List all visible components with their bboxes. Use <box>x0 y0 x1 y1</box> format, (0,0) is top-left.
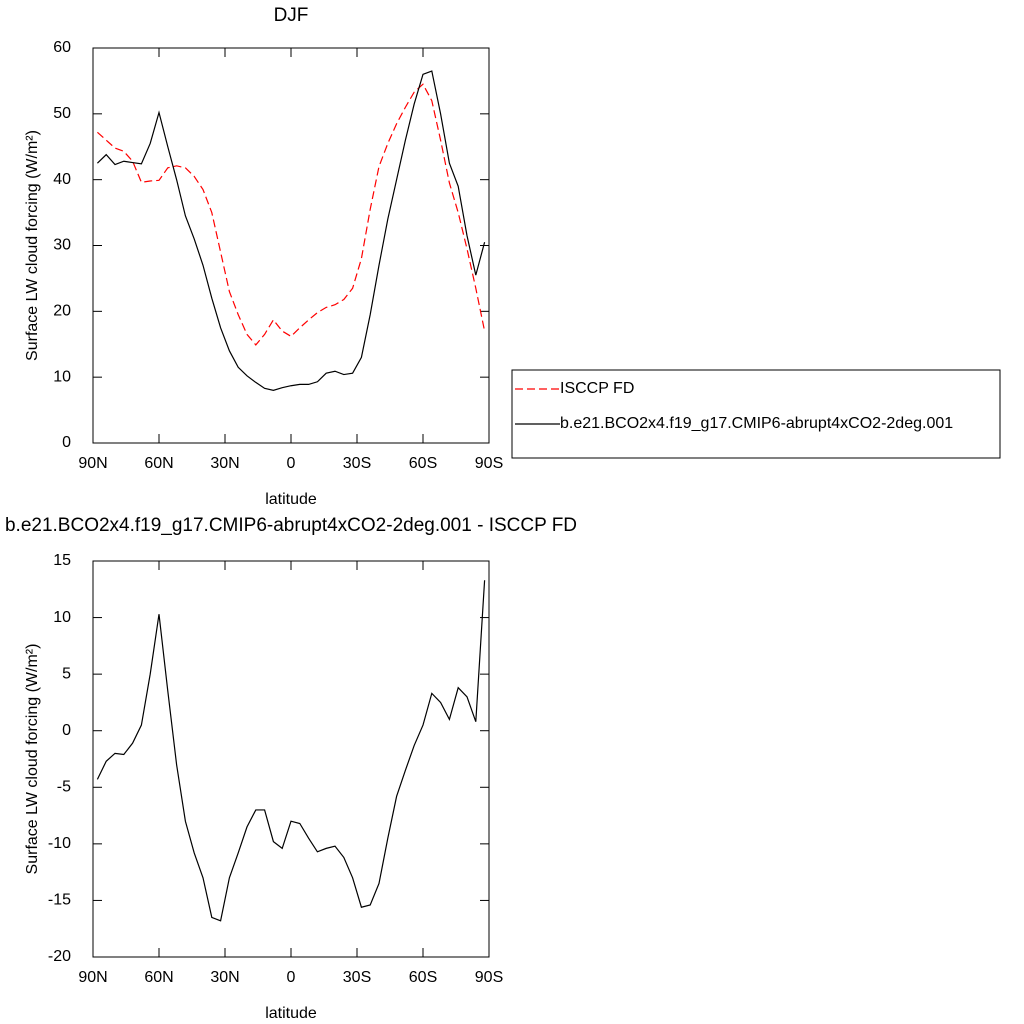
x-tick-label: 0 <box>287 455 296 472</box>
x-tick-label: 30N <box>210 969 239 986</box>
y-tick-label: 5 <box>62 665 71 682</box>
legend-label: b.e21.BCO2x4.f19_g17.CMIP6-abrupt4xCO2-2… <box>560 415 953 432</box>
x-tick-label: 90S <box>475 969 503 986</box>
x-tick-label: 90N <box>78 969 107 986</box>
x-tick-label: 30S <box>343 969 371 986</box>
x-tick-label: 90S <box>475 455 503 472</box>
y-tick-label: 30 <box>53 237 71 254</box>
x-tick-label: 60S <box>409 455 437 472</box>
chart-title: DJF <box>274 5 309 26</box>
legend-box <box>511 369 1001 459</box>
y-tick-label: 20 <box>53 303 71 320</box>
y-tick-label: 40 <box>53 171 71 188</box>
x-tick-label: 30S <box>343 455 371 472</box>
y-axis-label: Surface LW cloud forcing (W/m²) <box>24 130 41 361</box>
x-tick-label: 60N <box>144 455 173 472</box>
data-line <box>96 580 486 922</box>
y-tick-label: 10 <box>53 609 71 626</box>
x-tick-label: 60S <box>409 969 437 986</box>
x-axis-label: latitude <box>265 491 317 508</box>
y-tick-label: -20 <box>48 948 71 965</box>
plot-frame <box>92 560 490 958</box>
y-tick-label: 0 <box>62 722 71 739</box>
x-axis-label: latitude <box>265 1005 317 1022</box>
chart-title: b.e21.BCO2x4.f19_g17.CMIP6-abrupt4xCO2-2… <box>5 515 577 536</box>
data-line <box>96 70 486 391</box>
y-tick-label: 10 <box>53 368 71 385</box>
x-tick-label: 60N <box>144 969 173 986</box>
y-tick-label: 15 <box>53 552 71 569</box>
data-line <box>96 83 486 346</box>
legend-label: ISCCP FD <box>560 380 634 397</box>
y-tick-label: 60 <box>53 39 71 56</box>
y-tick-label: 0 <box>62 434 71 451</box>
x-tick-label: 0 <box>287 969 296 986</box>
y-tick-label: -10 <box>48 835 71 852</box>
y-tick-label: -5 <box>57 779 71 796</box>
y-tick-label: 50 <box>53 105 71 122</box>
x-tick-label: 30N <box>210 455 239 472</box>
y-tick-label: -15 <box>48 892 71 909</box>
plot-frame <box>92 47 490 444</box>
y-axis-label: Surface LW cloud forcing (W/m²) <box>24 644 41 875</box>
x-tick-label: 90N <box>78 455 107 472</box>
